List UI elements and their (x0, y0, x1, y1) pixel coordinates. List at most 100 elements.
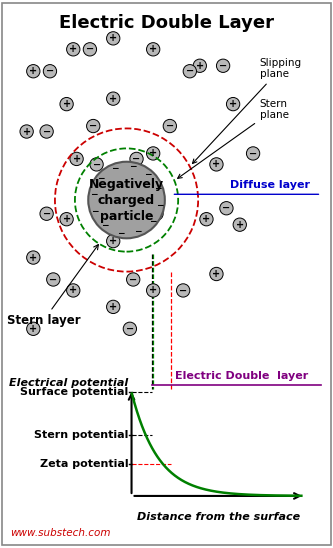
Text: +: + (29, 253, 37, 262)
Text: +: + (109, 33, 117, 43)
Text: Surface potential: Surface potential (20, 387, 128, 397)
Ellipse shape (163, 119, 176, 133)
Text: +: + (149, 286, 157, 295)
Ellipse shape (210, 267, 223, 281)
Text: −: − (86, 44, 94, 54)
Text: −: − (166, 121, 174, 131)
Text: +: + (212, 159, 220, 169)
Text: +: + (69, 44, 77, 54)
Text: −: − (91, 207, 99, 216)
Text: −: − (149, 217, 156, 226)
Ellipse shape (27, 322, 40, 335)
Text: −: − (134, 227, 142, 236)
Ellipse shape (27, 65, 40, 78)
Text: −: − (43, 127, 51, 136)
Text: Diffuse layer: Diffuse layer (230, 180, 310, 191)
Text: −: − (117, 229, 125, 238)
Text: Slipping
plane: Slipping plane (192, 58, 302, 163)
Ellipse shape (67, 284, 80, 297)
Ellipse shape (83, 43, 97, 56)
Ellipse shape (90, 158, 103, 171)
Text: +: + (63, 99, 71, 109)
Text: +: + (29, 66, 37, 76)
Ellipse shape (220, 202, 233, 215)
Text: Zeta potential: Zeta potential (40, 459, 128, 469)
Ellipse shape (88, 162, 165, 238)
Ellipse shape (40, 207, 53, 220)
Ellipse shape (107, 92, 120, 105)
Text: −: − (136, 214, 144, 224)
Text: −: − (249, 149, 257, 158)
Ellipse shape (43, 65, 57, 78)
Text: Stern
plane: Stern plane (178, 99, 289, 178)
Text: −: − (156, 201, 164, 210)
Text: +: + (23, 127, 31, 136)
Ellipse shape (107, 235, 120, 248)
Text: −: − (97, 174, 105, 183)
Ellipse shape (60, 98, 73, 111)
Text: −: − (93, 159, 101, 169)
Text: +: + (202, 214, 210, 224)
Text: Negatively
charged
particle: Negatively charged particle (89, 178, 164, 222)
Ellipse shape (176, 284, 190, 297)
Ellipse shape (133, 213, 147, 226)
Text: −: − (145, 170, 152, 179)
Text: −: − (126, 324, 134, 334)
Text: Stern layer: Stern layer (7, 244, 98, 327)
Ellipse shape (150, 207, 163, 220)
Text: +: + (109, 94, 117, 104)
Ellipse shape (216, 59, 230, 72)
Text: +: + (73, 154, 81, 164)
Text: Electrical potential: Electrical potential (9, 378, 128, 387)
Text: +: + (63, 214, 71, 224)
Text: +: + (149, 149, 157, 158)
Text: −: − (219, 61, 227, 71)
Text: −: − (133, 154, 141, 164)
Ellipse shape (147, 43, 160, 56)
Text: −: − (90, 190, 97, 199)
Ellipse shape (183, 65, 196, 78)
Ellipse shape (87, 119, 100, 133)
Ellipse shape (123, 322, 137, 335)
Ellipse shape (200, 213, 213, 226)
Text: −: − (129, 275, 137, 284)
Text: −: − (129, 162, 136, 172)
Ellipse shape (27, 251, 40, 264)
Ellipse shape (47, 273, 60, 286)
Ellipse shape (130, 152, 143, 165)
Text: −: − (46, 66, 54, 76)
Ellipse shape (226, 98, 240, 111)
Text: Distance from the surface: Distance from the surface (137, 512, 300, 522)
Text: +: + (149, 44, 157, 54)
Ellipse shape (246, 147, 260, 160)
Text: −: − (89, 121, 97, 131)
Ellipse shape (60, 213, 73, 226)
Text: −: − (43, 209, 51, 219)
Text: Electric Double Layer: Electric Double Layer (59, 14, 274, 32)
Text: −: − (222, 203, 230, 213)
Text: +: + (109, 236, 117, 246)
Text: +: + (229, 99, 237, 109)
Text: +: + (69, 286, 77, 295)
Text: +: + (29, 324, 37, 334)
Ellipse shape (210, 158, 223, 171)
Ellipse shape (233, 218, 246, 231)
Text: −: − (101, 221, 109, 230)
Ellipse shape (147, 284, 160, 297)
Ellipse shape (147, 147, 160, 160)
Text: −: − (111, 164, 119, 173)
Text: +: + (236, 220, 244, 230)
Ellipse shape (127, 273, 140, 286)
Text: +: + (196, 61, 204, 71)
Text: −: − (155, 184, 162, 193)
Text: Stern potential: Stern potential (34, 430, 128, 440)
Text: +: + (109, 302, 117, 312)
Text: www.substech.com: www.substech.com (10, 528, 111, 538)
Ellipse shape (20, 125, 33, 138)
Text: Electric Double  layer: Electric Double layer (175, 372, 308, 381)
Ellipse shape (193, 59, 206, 72)
Ellipse shape (67, 43, 80, 56)
Text: +: + (212, 269, 220, 279)
Text: −: − (179, 286, 187, 295)
Ellipse shape (107, 300, 120, 313)
